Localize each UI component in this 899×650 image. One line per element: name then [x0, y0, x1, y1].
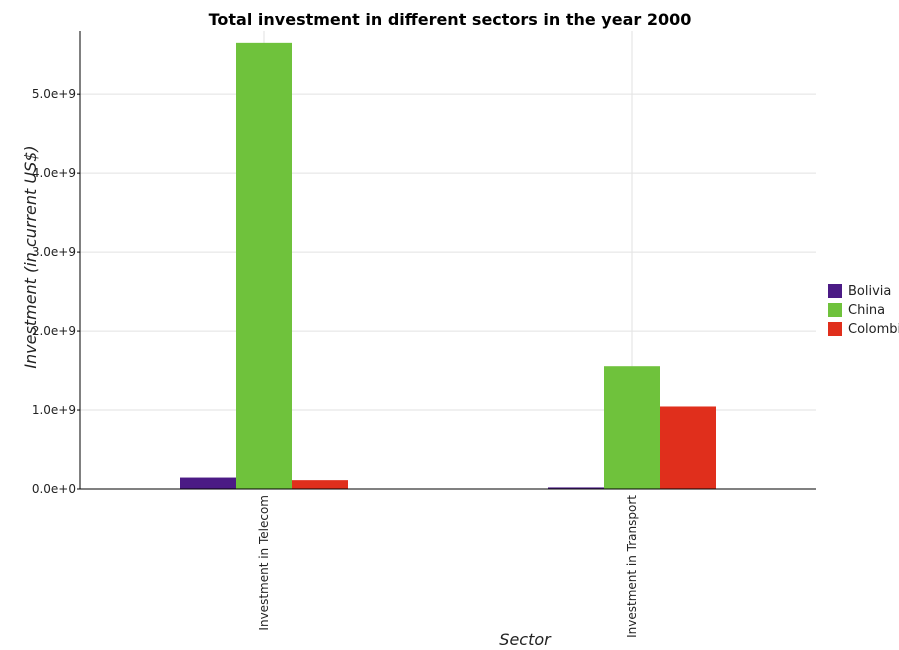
y-tick-label: 4.0e+9 [32, 166, 76, 180]
legend-label-china: China [848, 303, 885, 318]
y-tick-label: 5.0e+9 [32, 87, 76, 101]
chart-title: Total investment in different sectors in… [209, 10, 692, 29]
y-tick-label: 3.0e+9 [32, 245, 76, 259]
legend-label-colombia: Colombia [848, 322, 899, 337]
legend-swatch-colombia [828, 322, 842, 336]
axes [79, 31, 816, 490]
y-tick-label: 1.0e+9 [32, 403, 76, 417]
x-tick-label: Investment in Transport [625, 495, 639, 638]
bar-colombia-transport [660, 406, 716, 489]
y-axis-label: Investment (in current US$) [21, 145, 40, 368]
y-tick-label: 2.0e+9 [32, 324, 76, 338]
x-tick-label: Investment in Telecom [257, 495, 271, 631]
bar-colombia-telecom [292, 480, 348, 489]
bar-china-telecom [236, 42, 292, 490]
legend: Bolivia China Colombia [828, 284, 899, 337]
legend-swatch-china [828, 303, 842, 317]
ticks: 0.0e+0 1.0e+9 2.0e+9 3.0e+9 4.0e+9 5.0e+9 Inve… [32, 87, 639, 638]
legend-swatch-bolivia [828, 284, 842, 298]
y-tick-label: 0.0e+0 [32, 482, 76, 496]
bar-china-transport [604, 366, 660, 489]
legend-label-bolivia: Bolivia [848, 284, 891, 299]
x-axis-label: Sector [499, 630, 552, 649]
bars [180, 42, 716, 490]
bar-bolivia-telecom [180, 477, 236, 489]
bar-bolivia-transport [548, 487, 604, 489]
